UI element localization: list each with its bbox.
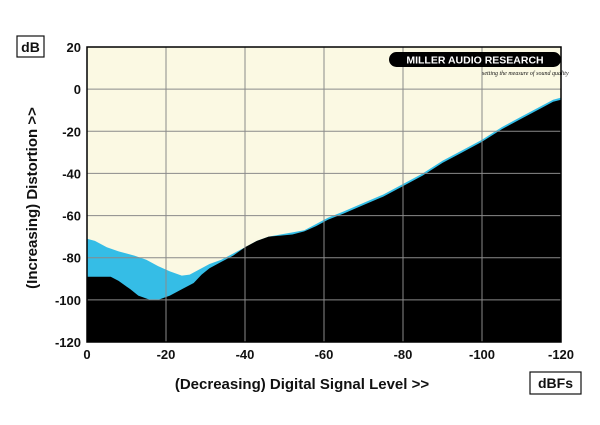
x-axis-title: (Decreasing) Digital Signal Level >> — [175, 376, 429, 393]
y-tick-label: -20 — [62, 124, 81, 139]
miller-audio-research-logo: MILLER AUDIO RESEARCH setting the measur… — [389, 52, 569, 77]
logo-tagline: setting the measure of sound quality — [482, 70, 569, 77]
x-tick-label: -120 — [548, 347, 574, 362]
lower-series-area — [87, 99, 561, 342]
x-tick-label: -20 — [157, 347, 176, 362]
x-unit-label: dBFs — [538, 375, 573, 391]
y-tick-label: 0 — [74, 82, 81, 97]
x-unit-box: dBFs — [529, 371, 582, 395]
y-tick-label: -60 — [62, 209, 81, 224]
x-tick-label: -60 — [315, 347, 334, 362]
y-tick-label: -80 — [62, 251, 81, 266]
y-tick-label: -100 — [55, 293, 81, 308]
x-tick-label: -40 — [236, 347, 255, 362]
y-tick-label: -40 — [62, 166, 81, 181]
y-unit-label: dB — [21, 39, 40, 55]
x-tick-label: 0 — [83, 347, 90, 362]
y-tick-label: -120 — [55, 335, 81, 350]
y-tick-label: 20 — [67, 40, 81, 55]
lower-series-area-group — [87, 99, 561, 342]
y-tick-labels: 20 0 -20 -40 -60 -80 -100 -120 — [55, 40, 81, 350]
y-unit-box: dB — [16, 35, 45, 58]
x-tick-labels: 0 -20 -40 -60 -80 -100 -120 — [83, 347, 574, 362]
plot-frame — [86, 46, 562, 343]
y-axis-title: (Increasing) Distortion >> — [24, 107, 41, 289]
x-tick-label: -100 — [469, 347, 495, 362]
logo-name: MILLER AUDIO RESEARCH — [406, 55, 543, 67]
x-tick-label: -80 — [394, 347, 413, 362]
